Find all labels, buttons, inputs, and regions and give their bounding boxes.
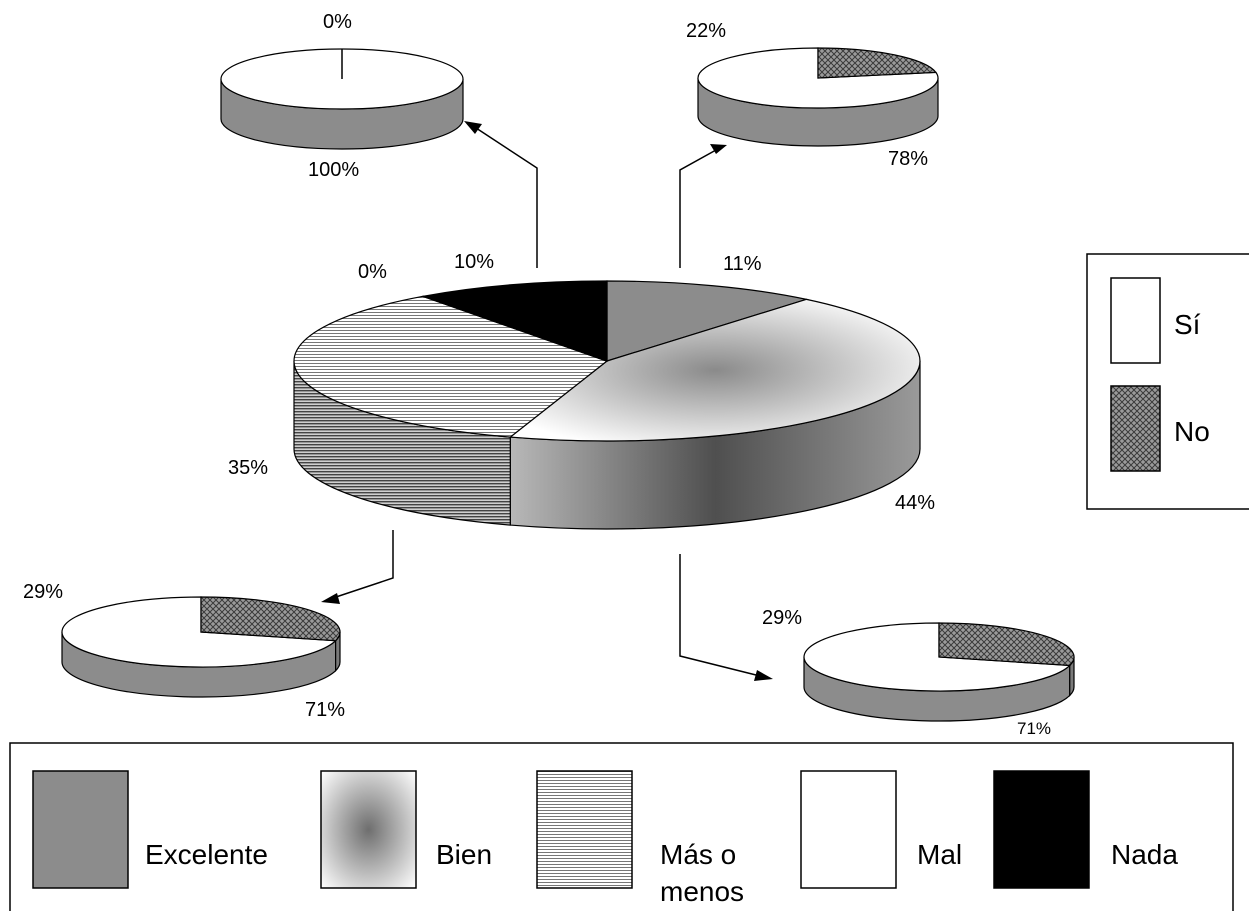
bien-breakdown-slice-no-top [938, 622, 1075, 667]
legend-swatch-excelente [32, 770, 129, 889]
excelente-breakdown-slice-no-top [817, 47, 938, 79]
sub-legend-label-si: Sí [1174, 309, 1201, 340]
nada-breakdown-pie [220, 48, 464, 150]
bien-breakdown-label-si: 71% [1017, 719, 1051, 738]
legend-swatch-bien [320, 770, 417, 889]
mas-o-menos-breakdown-slice-no-top [200, 596, 341, 642]
legend-label-excelente: Excelente [145, 839, 268, 870]
connector-arrows [321, 121, 773, 681]
arrow-to-nada-breakdown [472, 125, 538, 268]
legend-label-mal: Mal [917, 839, 962, 870]
slice-excelente-top [606, 280, 809, 362]
mas-o-menos-breakdown-slice-si-top [61, 596, 338, 668]
main-label-excelente: 11% [723, 253, 762, 275]
main-legend: Excelente Bien Más o menos Mal Nada [9, 742, 1234, 911]
main-label-nada: 10% [454, 251, 494, 273]
mas-o-menos-breakdown-pie [61, 596, 341, 698]
main-label-bien: 44% [895, 492, 935, 514]
legend-swatch-mas-o-menos [536, 770, 633, 889]
main-legend-frame [9, 742, 1234, 911]
arrowhead-excelente [710, 144, 727, 154]
bien-breakdown-label-no: 29% [762, 607, 802, 629]
legend-swatch-nada [993, 770, 1090, 889]
arrowhead-mas-o-menos [321, 593, 340, 604]
legend-label-menos: menos [660, 876, 744, 907]
slice-mas-o-menos-top [293, 295, 609, 438]
excelente-breakdown-pie [697, 47, 939, 147]
bien-breakdown-slice-si-top [803, 622, 1072, 692]
arrow-to-mas-o-menos-breakdown [332, 530, 394, 599]
sub-legend-swatch-no [1110, 385, 1161, 472]
sub-legend-label-no: No [1174, 416, 1210, 447]
mas-o-menos-breakdown-label-si: 71% [305, 699, 345, 721]
arrowhead-bien [754, 670, 773, 681]
main-label-mal: 0% [358, 261, 387, 283]
slice-bien-top [508, 298, 921, 442]
nada-breakdown-label-no: 0% [323, 11, 352, 33]
sub-legend-swatch-si [1110, 277, 1161, 364]
sub-legend: Sí No [1086, 253, 1249, 510]
slice-nada-top [420, 280, 608, 362]
excelente-breakdown-label-no: 22% [686, 20, 726, 42]
legend-label-nada: Nada [1111, 839, 1178, 870]
legend-label-mas-o: Más o [660, 839, 736, 870]
arrowhead-nada [464, 121, 482, 134]
main-pie [293, 280, 921, 530]
arrow-to-excelente-breakdown [679, 149, 717, 268]
slice-mal-zero-line [422, 295, 608, 362]
legend-label-bien: Bien [436, 839, 492, 870]
arrow-to-bien-breakdown [679, 554, 761, 677]
legend-swatch-mal [800, 770, 897, 889]
excelente-breakdown-label-si: 78% [888, 148, 928, 170]
mas-o-menos-breakdown-label-no: 29% [23, 581, 63, 603]
bien-breakdown-pie [803, 622, 1075, 722]
main-label-mas-o-menos: 35% [228, 457, 268, 479]
nada-breakdown-label-si: 100% [308, 159, 359, 181]
